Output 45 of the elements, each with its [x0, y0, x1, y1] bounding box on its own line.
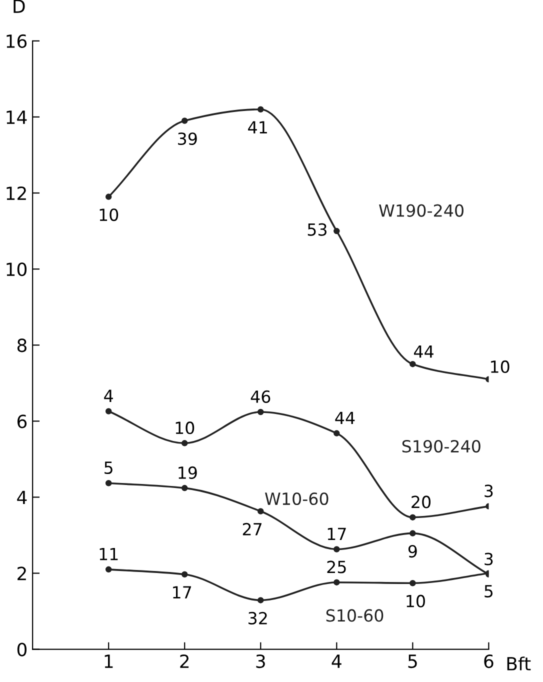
y-tick-label: 10	[6, 262, 27, 276]
y-tick-label: 2	[18, 566, 26, 580]
annotation: 5	[104, 462, 112, 474]
annotation: 4	[104, 390, 113, 402]
y-tick-label: 12	[6, 186, 26, 200]
y-tick-label: 4	[17, 490, 27, 504]
y-tick-label: 6	[17, 414, 27, 428]
y-axis-title: D	[14, 0, 25, 13]
annotation: 5	[484, 585, 493, 598]
annotation: 41	[248, 121, 267, 134]
text: S190-240	[402, 440, 480, 453]
annotation: 10	[406, 594, 425, 608]
text: W190-240	[379, 204, 464, 217]
y-tick-label: 14	[6, 110, 27, 124]
annotation: 3	[484, 552, 493, 566]
annotation: 17	[328, 528, 346, 540]
x-tick-label: 4	[332, 654, 342, 668]
x-tick-label: 2	[180, 654, 189, 668]
annotation: 27	[242, 522, 262, 536]
y-tick-label: 8	[17, 338, 26, 352]
y-tick-label: 16	[6, 34, 27, 48]
x-tick-label: 1	[104, 654, 113, 668]
annotation: 39	[178, 132, 197, 146]
annotation: 11	[100, 548, 118, 560]
annotation: 10	[491, 360, 510, 374]
annotation: 46	[250, 390, 270, 403]
annotation: 10	[100, 208, 118, 222]
annotation: 10	[176, 422, 194, 434]
annotation: 53	[308, 223, 326, 236]
annotation: 25	[327, 560, 346, 574]
annotation: 20	[412, 496, 431, 508]
series-label: W10-60	[264, 492, 328, 506]
annotation: 3	[484, 484, 493, 498]
annotation: 32	[248, 612, 267, 624]
x-tick-label: 5	[408, 654, 417, 668]
annotation: 44	[414, 345, 434, 358]
annotation: 17	[173, 586, 192, 598]
x-axis-title: Bft	[507, 656, 531, 670]
y-tick-label: 0	[17, 642, 27, 656]
annotation: 44	[335, 412, 355, 424]
annotation: 9	[408, 544, 417, 558]
annotation: 19	[178, 466, 197, 479]
x-tick-label: 6	[484, 654, 494, 668]
x-tick-label: 3	[256, 654, 265, 668]
series-label: S10-60	[326, 609, 384, 622]
